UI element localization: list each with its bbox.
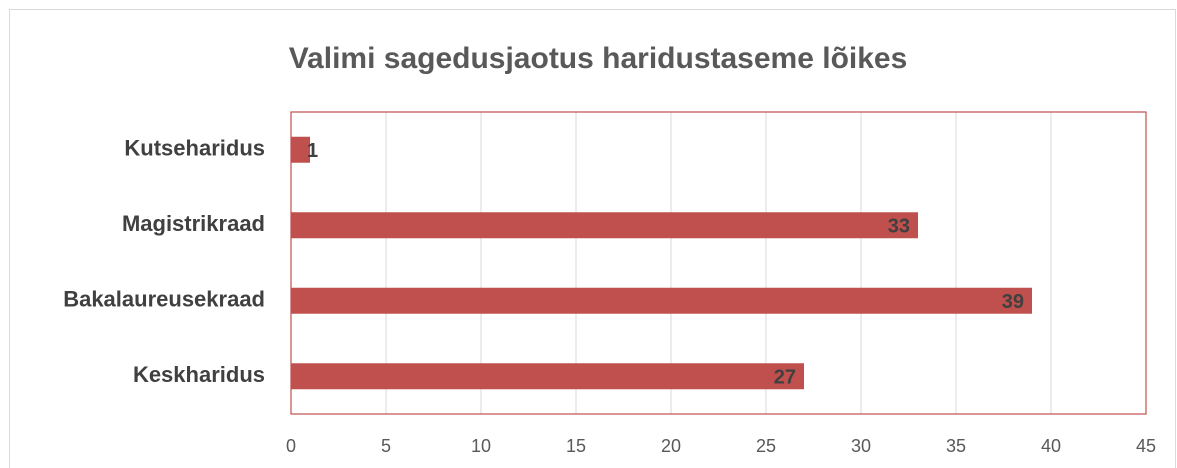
y-tick-label: Kutseharidus <box>124 136 265 161</box>
x-tick-label: 5 <box>381 436 391 456</box>
x-tick-label: 45 <box>1136 436 1156 456</box>
chart-frame <box>9 9 1176 468</box>
bar <box>291 363 804 390</box>
data-label: 1 <box>307 140 318 162</box>
chart-title: Valimi sagedusjaotus haridustaseme lõike… <box>289 42 908 75</box>
bar <box>291 136 310 163</box>
x-tick-label: 30 <box>851 436 871 456</box>
plot-border <box>290 111 1147 415</box>
x-tick-label: 25 <box>756 436 776 456</box>
bar <box>291 212 918 239</box>
data-label: 39 <box>1002 291 1024 313</box>
bar <box>291 287 1032 314</box>
data-label: 27 <box>774 367 796 389</box>
y-tick-label: Magistrikraad <box>122 211 265 236</box>
data-label: 33 <box>888 216 910 238</box>
x-tick-label: 0 <box>286 436 296 456</box>
x-tick-label: 35 <box>946 436 966 456</box>
x-tick-label: 15 <box>566 436 586 456</box>
y-tick-label: Keskharidus <box>133 362 265 387</box>
x-tick-label: 40 <box>1041 436 1061 456</box>
x-tick-label: 20 <box>661 436 681 456</box>
x-tick-label: 10 <box>471 436 491 456</box>
y-tick-label: Bakalaureusekraad <box>63 287 265 312</box>
